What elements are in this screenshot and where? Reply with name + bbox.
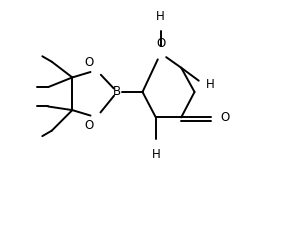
Text: H: H [156, 10, 165, 23]
Text: H: H [205, 78, 214, 91]
Text: B: B [113, 85, 121, 98]
Text: O: O [156, 37, 165, 50]
Text: H: H [151, 148, 160, 161]
Text: O: O [85, 119, 94, 132]
Text: O: O [85, 56, 94, 69]
Text: O: O [220, 111, 230, 124]
